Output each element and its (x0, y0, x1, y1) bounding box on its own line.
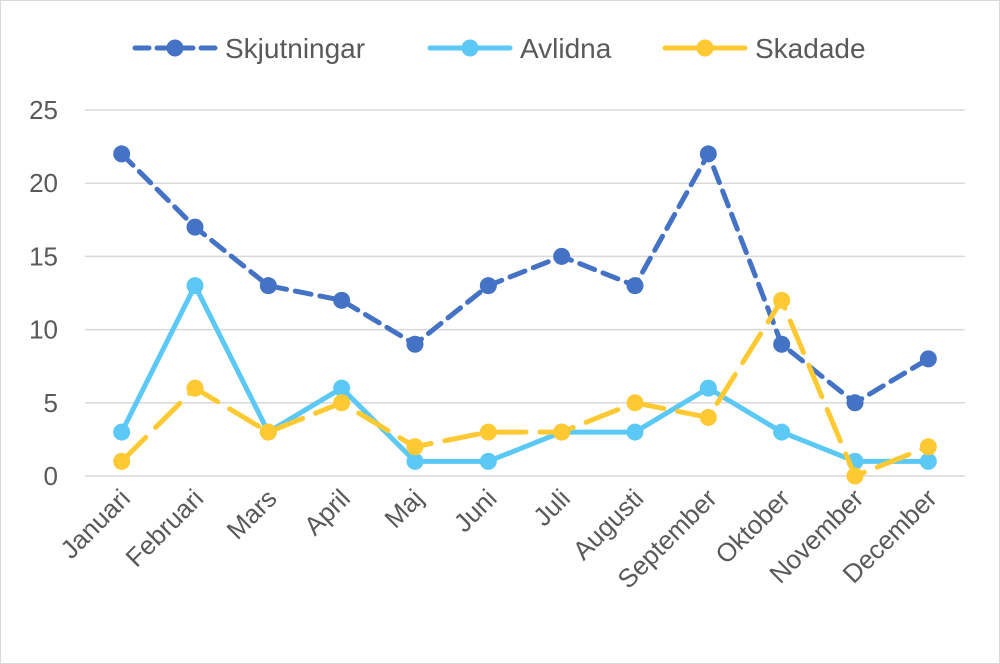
point-skjutningar-oktober (773, 335, 791, 353)
legend-label-skjutningar: Skjutningar (225, 33, 365, 64)
point-skjutningar-februari (186, 218, 204, 236)
y-tick-label: 20 (29, 168, 58, 198)
x-tick-label: Februari (120, 483, 210, 573)
x-tick-label: Mars (221, 483, 283, 545)
x-tick-label: Juni (448, 483, 503, 538)
point-skadade-april (333, 394, 351, 412)
point-avlidna-juni (479, 452, 497, 470)
point-avlidna-oktober (773, 423, 791, 441)
y-tick-label: 25 (29, 95, 58, 125)
point-skjutningar-mars (259, 277, 277, 295)
grid-lines (85, 109, 965, 477)
point-skadade-november (846, 467, 864, 485)
point-avlidna-september (699, 379, 717, 397)
y-tick-label: 0 (44, 461, 58, 491)
y-tick-label: 10 (29, 315, 58, 345)
point-avlidna-april (333, 379, 351, 397)
legend-marker-skjutningar (166, 39, 184, 57)
point-avlidna-augusti (626, 423, 644, 441)
point-skadade-mars (259, 423, 277, 441)
point-avlidna-februari (186, 277, 204, 295)
point-avlidna-december (919, 452, 937, 470)
legend: Skjutningar Avlidna Skadade (132, 33, 866, 64)
x-tick-label: Juli (527, 483, 576, 532)
point-skjutningar-juni (479, 277, 497, 295)
y-axis: 0 5 10 15 20 25 (29, 95, 58, 491)
point-avlidna-maj (406, 452, 424, 470)
series-line-avlidna (119, 283, 931, 464)
point-skadade-juni (479, 423, 497, 441)
point-skadade-februari (186, 379, 204, 397)
series-line-skadade (119, 297, 931, 479)
point-skadade-augusti (626, 394, 644, 412)
point-skjutningar-september (699, 145, 717, 163)
point-skjutningar-april (333, 291, 351, 309)
point-skjutningar-november (846, 394, 864, 412)
point-skadade-september (699, 408, 717, 426)
point-skjutningar-maj (406, 335, 424, 353)
series-group (113, 145, 937, 485)
y-tick-label: 5 (44, 388, 58, 418)
legend-marker-avlidna (461, 39, 479, 57)
point-skjutningar-januari (113, 145, 131, 163)
point-skadade-juli (553, 423, 571, 441)
x-tick-label: Maj (378, 483, 429, 534)
y-tick-label: 15 (29, 241, 58, 271)
point-avlidna-januari (113, 423, 131, 441)
legend-marker-skadade (696, 39, 714, 57)
point-skjutningar-augusti (626, 277, 644, 295)
point-skjutningar-december (919, 350, 937, 368)
legend-label-avlidna: Avlidna (520, 33, 612, 64)
point-skadade-maj (406, 438, 424, 456)
series-line-skjutningar (119, 151, 931, 406)
x-tick-label: April (298, 483, 356, 541)
legend-label-skadade: Skadade (755, 33, 866, 64)
point-skadade-oktober (773, 291, 791, 309)
point-skjutningar-juli (553, 247, 571, 265)
point-skadade-december (919, 438, 937, 456)
point-skadade-januari (113, 452, 131, 470)
